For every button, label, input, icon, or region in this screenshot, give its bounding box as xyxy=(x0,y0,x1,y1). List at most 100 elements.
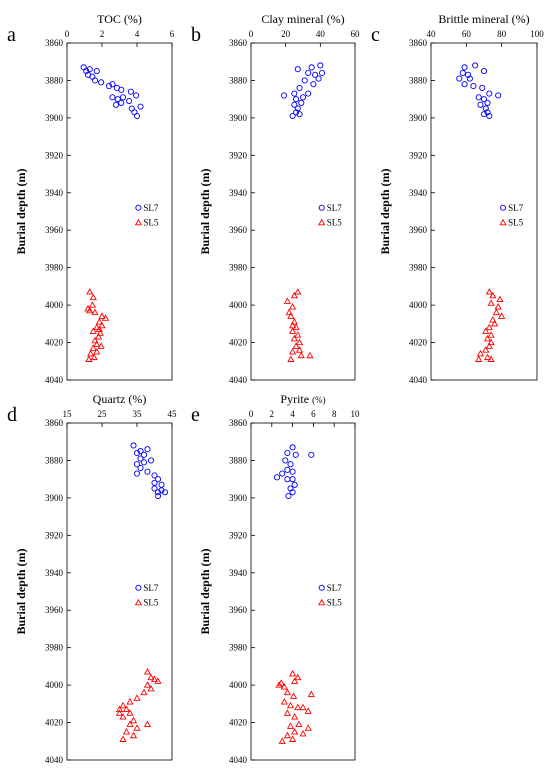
legend-label-sl7: SL7 xyxy=(143,583,159,593)
y-tick-label: 4020 xyxy=(45,338,64,348)
point-sl5 xyxy=(87,349,95,357)
point-sl7 xyxy=(130,442,137,449)
point-sl5 xyxy=(304,707,312,714)
plot-frame xyxy=(66,42,173,381)
point-sl5 xyxy=(93,340,101,347)
point-sl5 xyxy=(290,692,298,699)
y-tick-label: 4020 xyxy=(229,338,248,348)
point-sl7 xyxy=(126,97,133,105)
point-sl5 xyxy=(307,690,315,698)
point-sl7 xyxy=(133,470,141,477)
point-sl5 xyxy=(119,701,127,709)
point-sl5 xyxy=(88,301,96,308)
point-sl7 xyxy=(91,77,99,84)
point-sl5 xyxy=(490,319,499,327)
point-sl7 xyxy=(301,77,308,84)
y-tick-label: 4040 xyxy=(45,375,64,385)
point-sl7 xyxy=(147,457,155,464)
point-sl5 xyxy=(150,675,159,683)
legend-marker-sl5 xyxy=(134,598,143,606)
y-axis-label: Burial depth (m) xyxy=(198,548,212,634)
point-sl5 xyxy=(496,295,504,303)
point-sl7 xyxy=(133,112,141,120)
legend-label-sl5: SL5 xyxy=(327,598,343,608)
y-tick-label: 3920 xyxy=(229,150,248,160)
y-tick-label: 3960 xyxy=(45,225,64,235)
point-sl5 xyxy=(288,303,297,310)
x-tick-label: 2 xyxy=(270,409,275,419)
point-sl5 xyxy=(294,331,302,338)
point-sl7 xyxy=(308,64,315,71)
point-sl5 xyxy=(292,323,300,331)
point-sl7 xyxy=(289,489,296,496)
x-tick-label: 35 xyxy=(133,409,143,419)
y-tick-label: 4020 xyxy=(45,718,64,728)
panel-title: TOC (%) xyxy=(97,12,142,26)
panel-d: d Quartz (%) 15 25 35 45 3860 3880 3900 3920 3940 3… xyxy=(7,392,177,765)
point-sl7 xyxy=(289,112,296,120)
panel-title-unit: (%) xyxy=(128,392,146,406)
point-sl5 xyxy=(483,353,492,361)
point-sl7 xyxy=(119,94,127,101)
point-sl5 xyxy=(288,347,297,355)
y-tick-label: 4020 xyxy=(409,338,428,348)
point-sl7 xyxy=(466,75,473,82)
point-sl7 xyxy=(291,90,298,97)
point-sl5 xyxy=(476,349,485,357)
point-sl5 xyxy=(482,327,490,334)
point-sl5 xyxy=(86,288,94,295)
y-tick-label: 4040 xyxy=(229,375,248,385)
y-axis-label: Burial depth (m) xyxy=(14,168,28,254)
y-tick-label: 3980 xyxy=(409,263,428,273)
y-tick-label: 4000 xyxy=(229,680,248,690)
point-sl5 xyxy=(133,724,141,731)
y-tick-label: 3900 xyxy=(409,113,428,123)
point-sl7 xyxy=(291,101,298,108)
point-sl7 xyxy=(93,68,100,75)
point-sl7 xyxy=(484,109,491,116)
plot-frame xyxy=(430,42,538,381)
point-sl5 xyxy=(283,297,292,304)
point-sl5 xyxy=(294,703,302,711)
point-sl5 xyxy=(126,720,134,727)
point-sl7 xyxy=(495,92,502,99)
panel-title: Brittle mineral (%) xyxy=(438,12,529,26)
point-sl5 xyxy=(306,351,314,359)
point-sl5 xyxy=(489,316,497,323)
legend-marker-sl7 xyxy=(318,584,325,591)
point-sl5 xyxy=(487,355,495,362)
point-sl5 xyxy=(154,677,162,684)
point-sl7 xyxy=(127,88,134,95)
y-tick-label: 4000 xyxy=(45,300,64,310)
x-tick-label: 4 xyxy=(135,29,140,39)
point-sl7 xyxy=(456,75,463,82)
point-sl7 xyxy=(479,84,486,91)
point-sl5 xyxy=(278,737,286,744)
panel-label: e xyxy=(191,404,200,426)
y-tick-label: 3900 xyxy=(229,493,248,503)
point-sl5 xyxy=(91,336,99,344)
x-tick-label: 2 xyxy=(100,29,105,39)
legend-marker-sl5 xyxy=(318,218,326,226)
point-sl7 xyxy=(112,101,120,108)
point-sl7 xyxy=(280,92,287,99)
point-sl7 xyxy=(319,69,326,77)
point-sl7 xyxy=(158,487,165,494)
point-sl7 xyxy=(151,479,158,486)
point-sl5 xyxy=(89,327,97,334)
point-sl7 xyxy=(105,83,113,90)
point-sl5 xyxy=(291,713,299,720)
point-sl7 xyxy=(140,451,148,458)
point-sl5 xyxy=(115,709,124,716)
point-sl5 xyxy=(133,694,141,701)
point-sl5 xyxy=(498,312,506,319)
x-tick-label: 10 xyxy=(351,409,361,419)
point-sl7 xyxy=(486,112,493,120)
point-sl5 xyxy=(291,727,299,735)
point-sl5 xyxy=(86,306,94,314)
y-axis-label: Burial depth (m) xyxy=(198,168,212,254)
y-tick-label: 3860 xyxy=(45,418,64,428)
y-axis-label: Burial depth (m) xyxy=(378,168,392,254)
